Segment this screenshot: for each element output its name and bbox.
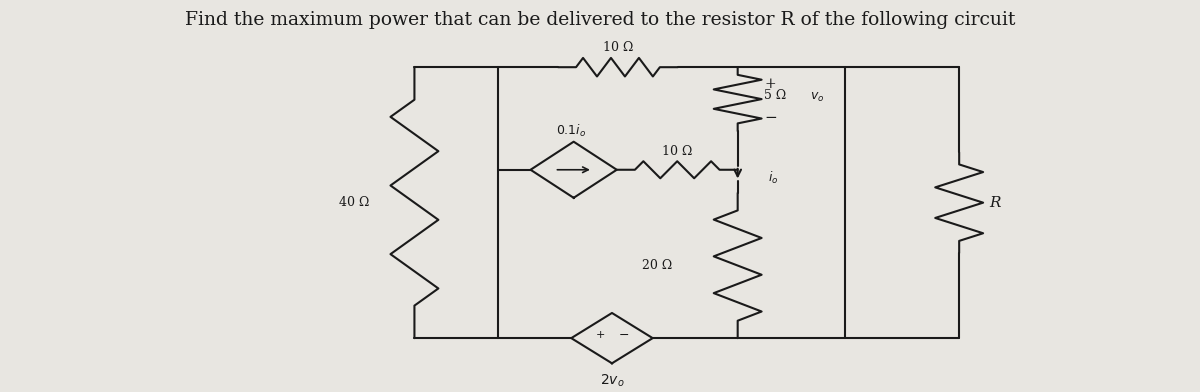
Text: +: + <box>764 77 775 91</box>
Text: $0.1i_o$: $0.1i_o$ <box>556 123 587 139</box>
Text: −: − <box>619 328 629 341</box>
Text: 10 Ω: 10 Ω <box>602 40 634 54</box>
Text: 40 Ω: 40 Ω <box>338 196 368 209</box>
Text: 10 Ω: 10 Ω <box>662 145 692 158</box>
Text: $2v_o$: $2v_o$ <box>600 372 624 389</box>
Text: $v_o$: $v_o$ <box>810 91 824 104</box>
Text: 20 Ω: 20 Ω <box>642 259 672 272</box>
Text: 5 Ω: 5 Ω <box>764 89 786 102</box>
Text: R: R <box>989 196 1001 210</box>
Text: +: + <box>595 330 605 340</box>
Text: −: − <box>764 111 776 125</box>
Text: $i_o$: $i_o$ <box>768 169 778 185</box>
Text: Find the maximum power that can be delivered to the resistor R of the following : Find the maximum power that can be deliv… <box>185 11 1015 29</box>
